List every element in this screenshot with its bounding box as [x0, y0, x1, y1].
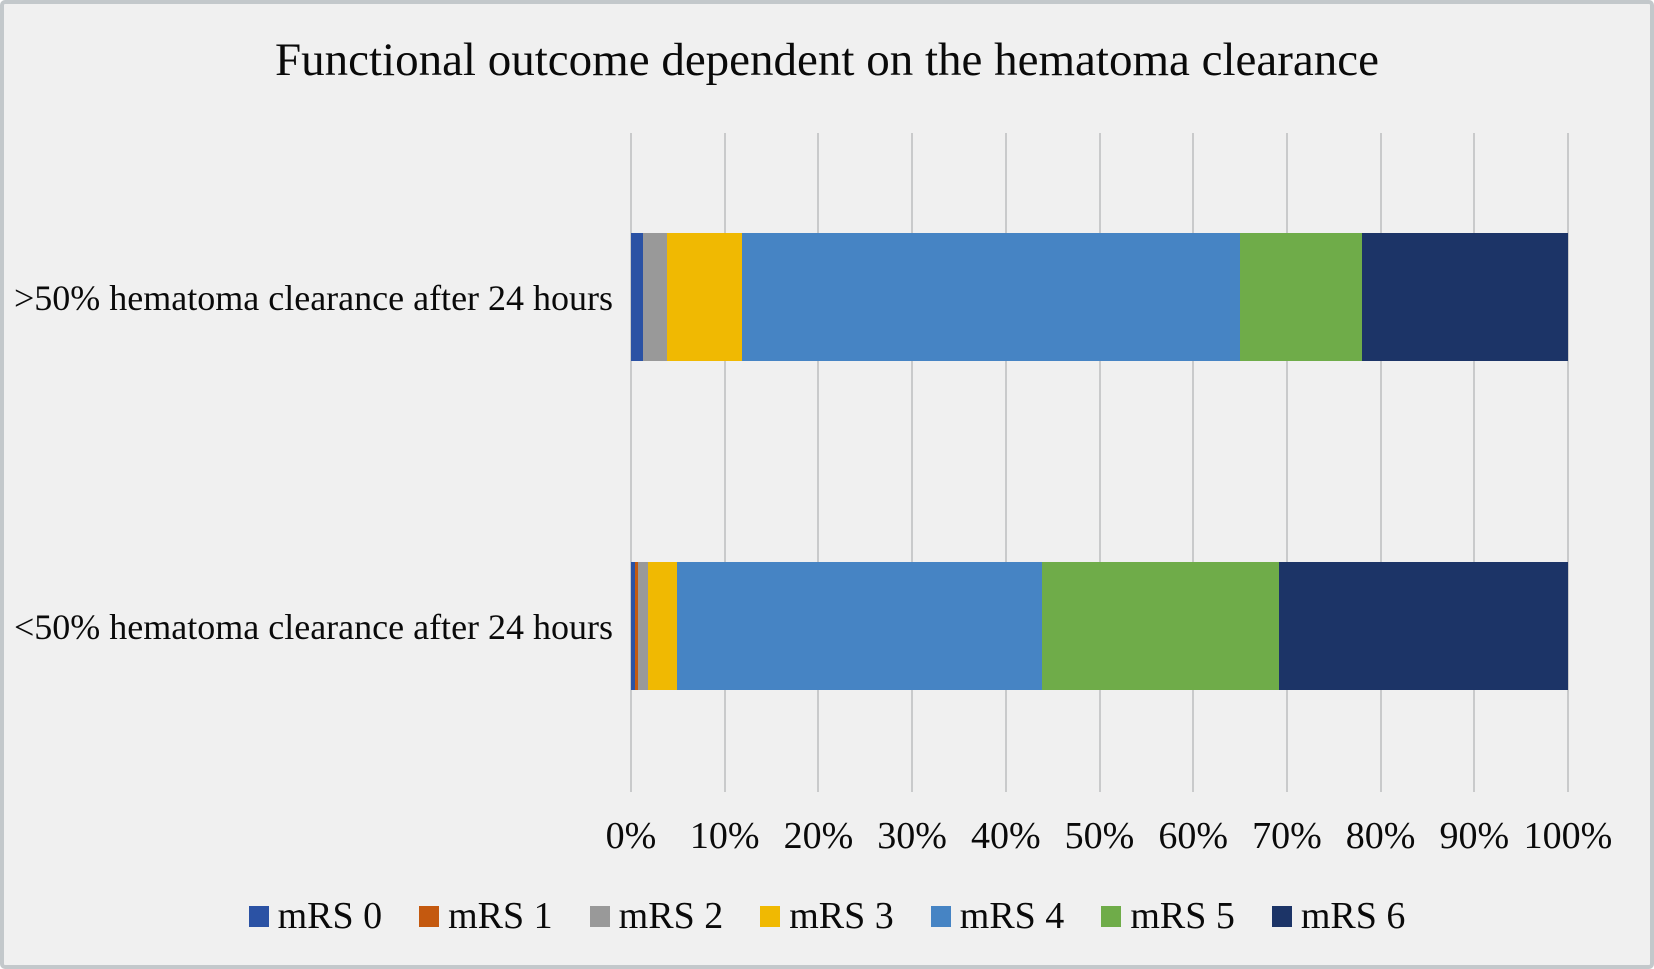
x-tick-label: 10%	[689, 815, 760, 857]
bar-segment-mRS-3	[647, 562, 677, 690]
chart-title: Functional outcome dependent on the hema…	[274, 34, 1380, 86]
bar-segment-mRS-0	[631, 233, 644, 361]
gridline	[630, 133, 632, 792]
legend-item: mRS 4	[930, 893, 1065, 939]
gridline	[723, 133, 726, 792]
x-tick-label: 30%	[877, 815, 947, 857]
x-tick-label: 70%	[1252, 815, 1322, 857]
category-label: >50% hematoma clearance after 24 hours	[14, 278, 614, 318]
bar-segment-mRS-5	[1042, 562, 1280, 690]
legend-label: mRS 6	[1300, 895, 1406, 937]
plot-area	[4, 4, 1650, 965]
legend-item: mRS 6	[1271, 893, 1406, 939]
gridline	[1285, 133, 1288, 792]
bar-segment-mRS-2	[638, 562, 648, 690]
legend-item: mRS 1	[419, 893, 553, 939]
bar-segment-mRS-5	[1240, 233, 1362, 361]
legend: mRS 0 mRS 1 mRS 2 mRS 3 mRS 4 mRS 5 mRS 6	[4, 893, 1650, 939]
x-tick-label: 0%	[605, 815, 657, 857]
bar-segment-mRS-4	[741, 233, 1241, 361]
legend-label: mRS 5	[1130, 895, 1235, 937]
legend-label: mRS 0	[277, 895, 383, 937]
legend-swatch-icon	[589, 905, 610, 927]
legend-label: mRS 2	[618, 895, 724, 937]
x-tick-label: 40%	[970, 815, 1041, 857]
x-tick-label: 90%	[1439, 815, 1510, 857]
gridline	[817, 133, 820, 792]
bar-row	[631, 562, 1568, 690]
gridline	[1379, 133, 1382, 792]
legend-item: mRS 3	[760, 893, 894, 939]
x-tick-label: 100%	[1523, 815, 1613, 857]
legend-swatch-icon	[930, 905, 951, 927]
x-tick-label: 80%	[1345, 815, 1416, 857]
legend-label: mRS 1	[448, 895, 553, 937]
legend-label: mRS 3	[789, 895, 894, 937]
gridline	[1004, 133, 1007, 792]
legend-item: mRS 2	[589, 893, 724, 939]
legend-swatch-icon	[248, 905, 269, 927]
x-tick-label: 50%	[1064, 815, 1135, 857]
category-label: <50% hematoma clearance after 24 hours	[14, 607, 614, 647]
bar-segment-mRS-2	[643, 233, 667, 361]
gridline	[1098, 133, 1101, 792]
bar-row	[631, 233, 1568, 361]
legend-swatch-icon	[419, 905, 440, 927]
gridline	[1567, 133, 1569, 792]
x-tick-label: 60%	[1158, 815, 1229, 857]
x-tick-label: 20%	[783, 815, 854, 857]
legend-swatch-icon	[1101, 905, 1122, 927]
bar-segment-mRS-6	[1361, 233, 1568, 361]
bar-segment-mRS-6	[1279, 562, 1568, 690]
bar-segment-mRS-0	[631, 562, 635, 690]
legend-item: mRS 0	[248, 893, 383, 939]
gridline	[1192, 133, 1195, 792]
bar-segment-mRS-4	[676, 562, 1043, 690]
legend-swatch-icon	[760, 905, 781, 927]
legend-swatch-icon	[1271, 905, 1292, 927]
bar-segment-mRS-1	[634, 562, 639, 690]
gridline	[911, 133, 914, 792]
gridline	[1473, 133, 1476, 792]
legend-item: mRS 5	[1101, 893, 1235, 939]
bar-segment-mRS-3	[666, 233, 742, 361]
legend-label: mRS 4	[959, 895, 1065, 937]
